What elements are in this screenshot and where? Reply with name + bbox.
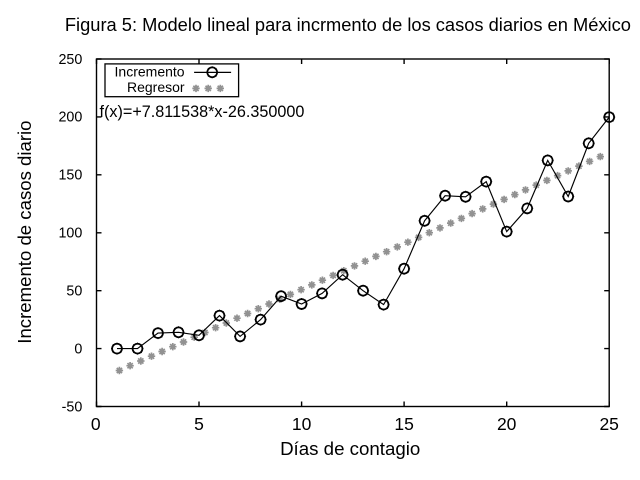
svg-text:5: 5 [194, 414, 204, 434]
svg-text:100: 100 [58, 226, 82, 242]
svg-text:0: 0 [74, 341, 82, 357]
svg-text:20: 20 [497, 414, 517, 434]
svg-text:Figura 5: Modelo lineal para i: Figura 5: Modelo lineal para incrmento d… [65, 14, 631, 35]
svg-text:Días de contagio: Días de contagio [280, 438, 420, 459]
svg-text:25: 25 [599, 414, 618, 434]
svg-text:Incremento: Incremento [115, 63, 185, 79]
svg-text:50: 50 [66, 284, 82, 300]
svg-text:f(x)=+7.811538*x-26.350000: f(x)=+7.811538*x-26.350000 [100, 103, 305, 121]
svg-text:250: 250 [58, 52, 82, 68]
svg-text:Incremento de casos diario: Incremento de casos diario [14, 120, 35, 343]
svg-text:0: 0 [91, 414, 101, 434]
svg-text:15: 15 [394, 414, 413, 434]
svg-text:200: 200 [58, 110, 82, 126]
svg-text:-50: -50 [62, 399, 83, 415]
svg-text:150: 150 [58, 168, 82, 184]
svg-text:Regresor: Regresor [127, 79, 185, 95]
svg-text:10: 10 [292, 414, 312, 434]
